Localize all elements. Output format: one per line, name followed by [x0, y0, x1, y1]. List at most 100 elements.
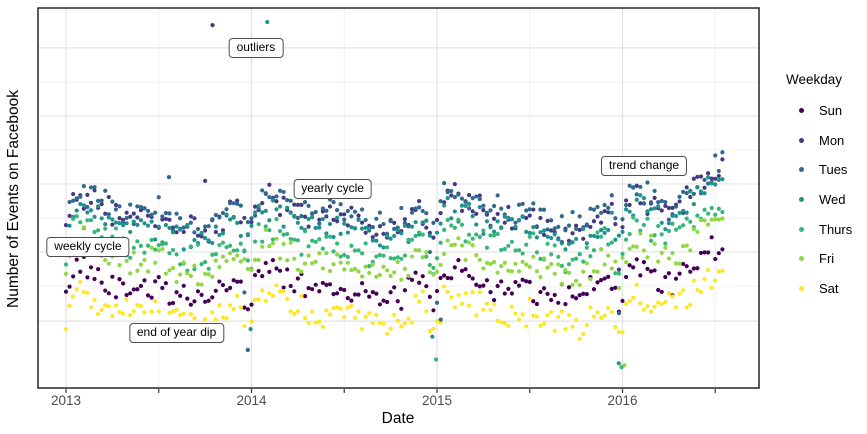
point-Sat: [128, 313, 133, 318]
point-Thurs: [534, 250, 539, 255]
point-Mon: [502, 220, 507, 225]
point-Fri: [388, 273, 393, 278]
point-Fri: [620, 255, 625, 260]
point-Thurs: [277, 228, 283, 234]
point-Sun: [260, 274, 265, 279]
point-Fri: [135, 268, 140, 273]
point-Thurs: [449, 223, 454, 228]
point-Mon: [570, 231, 575, 236]
point-Wed: [88, 208, 94, 213]
point-Fri: [581, 269, 586, 274]
point-Thurs: [702, 207, 707, 212]
point-Wed: [249, 223, 254, 228]
point-Fri: [156, 248, 161, 253]
point-Tues: [602, 202, 607, 208]
legend-item-label: Fri: [819, 251, 835, 267]
point-Wed: [602, 230, 607, 236]
point-Fri: [206, 272, 211, 277]
point-Wed: [138, 218, 144, 223]
point-Sun: [306, 286, 311, 291]
panel-border: [37, 7, 760, 389]
point-Sun: [160, 285, 165, 291]
point-Sat: [120, 311, 126, 316]
point-Sun: [302, 294, 308, 299]
point-Sat: [563, 327, 568, 332]
point-Tues: [456, 192, 461, 197]
point-Sun: [220, 282, 226, 288]
point-Fri: [345, 260, 350, 265]
point-Thurs: [381, 253, 386, 258]
point-Tues: [538, 207, 543, 212]
point-Fri: [160, 246, 165, 252]
point-Sun: [338, 286, 343, 292]
point-Mon: [324, 214, 329, 219]
point-Sat: [381, 321, 386, 326]
point-Sat: [463, 291, 468, 296]
point-Wed: [267, 218, 272, 223]
point-Sun: [245, 307, 251, 312]
point-Thurs: [395, 255, 400, 260]
point-Sat: [71, 294, 76, 299]
point-Thurs: [367, 264, 372, 269]
point-Thurs: [659, 232, 664, 237]
point-Fri: [681, 244, 686, 249]
point-Sun: [531, 299, 536, 304]
point-Sat: [434, 318, 440, 324]
point-Wed: [527, 230, 532, 236]
point-Thurs: [210, 252, 215, 257]
point-Thurs: [581, 259, 586, 264]
point-Sun: [681, 261, 686, 267]
point-Sun: [716, 251, 721, 256]
point-Thurs: [320, 246, 325, 251]
point-Mon: [163, 216, 168, 222]
point-Tues: [78, 194, 83, 200]
point-Sat: [242, 323, 247, 329]
point-Thurs: [556, 254, 561, 259]
point-Sun: [231, 278, 236, 283]
point-Sat: [420, 289, 425, 294]
point-Sun: [349, 298, 354, 303]
point-Fri: [502, 260, 507, 266]
point-Wed: [666, 221, 671, 226]
point-Mon: [616, 267, 622, 272]
point-Wed: [463, 203, 468, 209]
point-Mon: [577, 227, 582, 232]
point-Sun: [695, 266, 700, 271]
point-Wed: [620, 229, 625, 234]
point-Wed: [574, 236, 579, 242]
point-Tues: [663, 200, 668, 205]
point-Tues: [335, 207, 340, 213]
point-Wed: [135, 222, 140, 228]
point-Fri: [638, 231, 643, 236]
point-Mon: [602, 209, 607, 214]
point-Sun: [467, 273, 472, 279]
point-Thurs: [252, 239, 258, 244]
point-Tues: [142, 206, 147, 211]
point-Sat: [698, 290, 704, 295]
point-Tues: [92, 185, 97, 190]
point-Sun: [267, 269, 272, 275]
point-Sun: [570, 294, 575, 299]
point-Thurs: [524, 242, 529, 247]
point-Wed: [706, 175, 711, 180]
point-Wed: [595, 234, 600, 240]
point-Mon: [99, 202, 104, 207]
point-Thurs: [481, 228, 486, 233]
point-Fri: [349, 268, 354, 273]
point-Thurs: [509, 239, 515, 244]
point-Thurs: [631, 215, 636, 220]
point-Fri: [153, 260, 158, 265]
point-Fri: [281, 241, 286, 247]
point-Tues: [467, 206, 472, 211]
point-Sat: [467, 303, 472, 308]
point-Fri: [299, 269, 304, 274]
point-Sun: [110, 274, 115, 279]
point-Wed: [634, 197, 639, 202]
legend-item-label: Wed: [819, 192, 846, 208]
point-Sun: [445, 275, 450, 281]
point-Wed: [702, 191, 707, 196]
point-Tues: [409, 210, 415, 215]
point-Mon: [128, 214, 133, 219]
point-Tues: [452, 194, 457, 200]
